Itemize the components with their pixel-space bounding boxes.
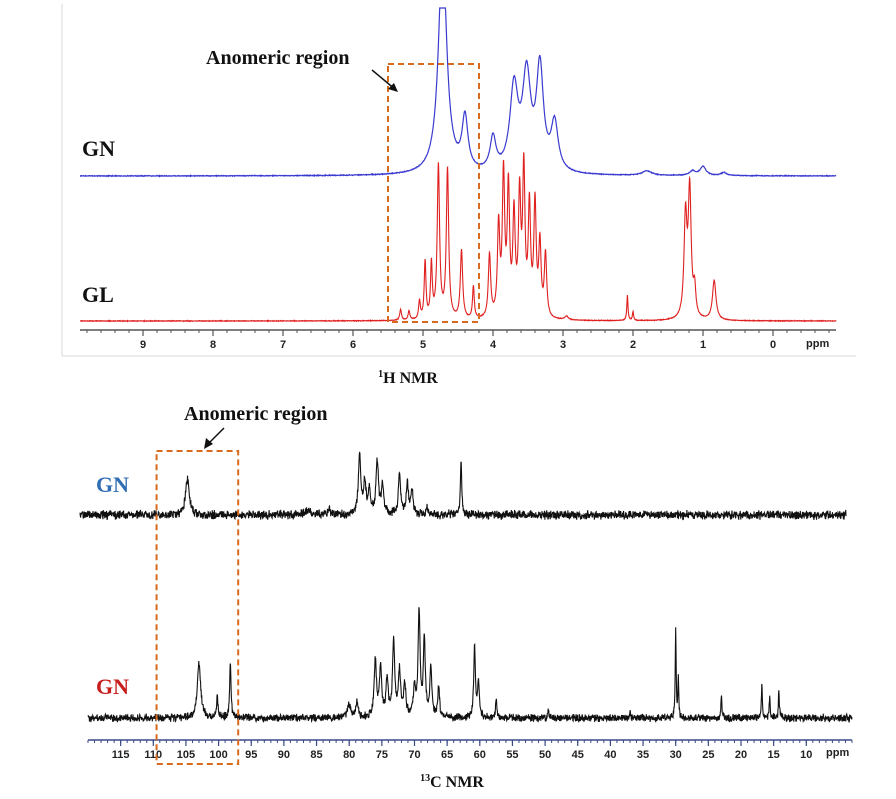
tick-label-115: 115: [112, 749, 130, 761]
h1-gl-spectrum: [79, 152, 837, 323]
tick-label-7: 7: [280, 339, 286, 351]
h1-x-axis-unit: ppm: [806, 338, 829, 350]
c13-gn-top-trace-line: [79, 451, 847, 521]
tick-label-30: 30: [670, 749, 682, 761]
h1-gl-trace-line: [79, 152, 837, 323]
c13-gn-bottom-label: GN: [96, 674, 129, 699]
tick-label-85: 85: [310, 749, 322, 761]
tick-label-6: 6: [350, 339, 356, 351]
tick-label-10: 10: [800, 749, 812, 761]
tick-label-60: 60: [474, 749, 486, 761]
tick-label-70: 70: [408, 749, 420, 761]
tick-label-55: 55: [506, 749, 518, 761]
tick-label-100: 100: [209, 749, 227, 761]
h1-anomeric-region-label: Anomeric region: [206, 47, 350, 69]
tick-label-9: 9: [140, 339, 146, 351]
tick-label-105: 105: [177, 749, 195, 761]
tick-label-2: 2: [630, 339, 636, 351]
tick-label-20: 20: [735, 749, 747, 761]
h1-gn-label: GN: [82, 136, 115, 161]
tick-label-3: 3: [560, 339, 566, 351]
tick-label-15: 15: [768, 749, 780, 761]
c13-x-axis-ticks: 115 110 105 100 95 90 85 80 75 70 65 60 55 50 45 40 35 30…: [87, 740, 853, 761]
h1-x-axis-ticks: 9 8 7 6 5 4 3 2 1 0: [86, 330, 830, 351]
tick-label-45: 45: [572, 749, 584, 761]
c13-x-axis-unit: ppm: [826, 747, 849, 759]
tick-label-1: 1: [700, 339, 706, 351]
c13-nmr-panel: 115 110 105 100 95 90 85 80 75 70 65 60 55 50 45 40 35 30…: [79, 403, 853, 791]
tick-label-35: 35: [637, 749, 649, 761]
c13-region-arrowhead: [204, 438, 213, 449]
tick-label-95: 95: [245, 749, 257, 761]
tick-label-8: 8: [210, 339, 216, 351]
tick-label-110: 110: [144, 749, 162, 761]
h1-anomeric-region-box: [387, 63, 480, 323]
tick-label-75: 75: [376, 749, 388, 761]
c13-anomeric-region-box: [155, 450, 240, 765]
h1-region-arrowhead: [388, 83, 398, 92]
tick-label-80: 80: [343, 749, 355, 761]
c13-gn-bottom-spectrum: [87, 607, 853, 724]
tick-label-0: 0: [770, 339, 776, 351]
h1-gn-spectrum: [79, 7, 837, 178]
tick-label-5: 5: [420, 339, 426, 351]
c13-gn-bottom-trace-line: [87, 607, 853, 724]
c13-gn-top-spectrum: [79, 451, 847, 521]
h1-nmr-panel: 9 8 7 6 5 4 3 2 1 0 ppm GN GL Anomeric region 1H …: [61, 4, 856, 387]
h1-gn-trace-line: [79, 7, 837, 178]
tick-label-65: 65: [441, 749, 453, 761]
c13-anomeric-region-label: Anomeric region: [184, 403, 328, 425]
h1-panel-title: 1H NMR: [378, 369, 438, 387]
h1-gl-label: GL: [82, 282, 114, 307]
c13-gn-top-label: GN: [96, 472, 129, 497]
tick-label-90: 90: [278, 749, 290, 761]
tick-label-50: 50: [539, 749, 551, 761]
tick-label-25: 25: [702, 749, 714, 761]
tick-label-40: 40: [604, 749, 616, 761]
c13-panel-title: 13C NMR: [420, 773, 484, 791]
tick-label-4: 4: [490, 339, 497, 351]
